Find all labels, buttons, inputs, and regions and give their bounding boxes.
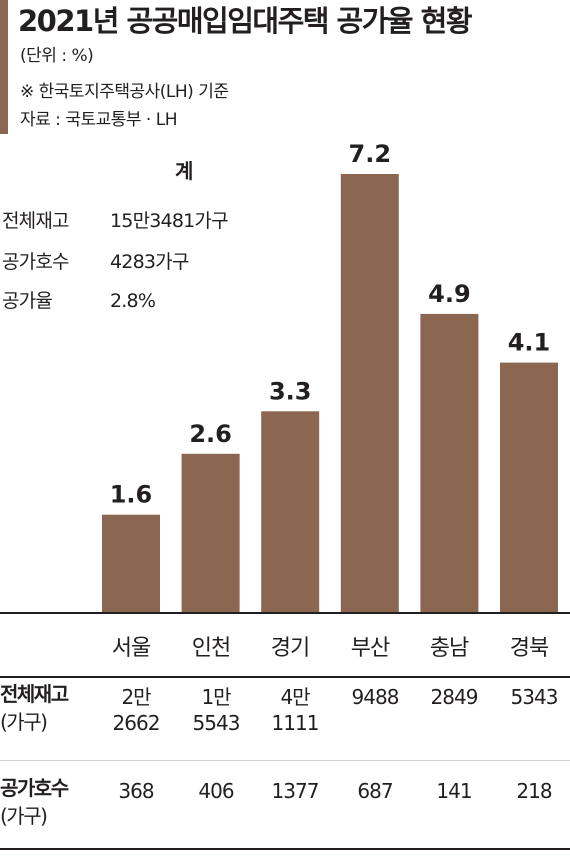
category-label: 충남 xyxy=(429,636,469,661)
table-row-label-stock: 전체재고 (가구) xyxy=(0,680,69,736)
bar-value-label: 7.2 xyxy=(349,140,392,168)
bar-chart: 1.6 2.6 3.3 7.2 4.9 4.1 xyxy=(102,140,558,612)
table-cell: 4만 1111 xyxy=(271,685,320,735)
category-label: 인천 xyxy=(191,636,231,661)
summary-value: 4283가구 xyxy=(110,251,189,273)
bar-value-label: 4.1 xyxy=(508,329,551,357)
summary-row-vacant: 공가호수 4283가구 xyxy=(2,249,189,275)
bar-인천 xyxy=(181,453,240,612)
bar-value-label: 1.6 xyxy=(110,481,153,509)
summary-label: 전체재고 xyxy=(2,210,70,232)
table-cell: 141 xyxy=(436,779,472,803)
bar-충남 xyxy=(420,313,479,612)
table-cell: 1377 xyxy=(271,779,320,803)
summary-value: 2.8% xyxy=(110,290,156,312)
bar-value-label: 4.9 xyxy=(428,280,471,308)
row-label-main: 전체재고 xyxy=(0,682,69,706)
table-row-label-vacant: 공가호수 (가구) xyxy=(0,774,69,830)
table-cell: 406 xyxy=(198,779,234,803)
summary-label: 공가호수 xyxy=(2,251,70,273)
table-top-rule xyxy=(0,676,570,678)
unit-note: (단위 : %) xyxy=(20,46,94,66)
bar-value-label: 2.6 xyxy=(189,420,232,448)
chart-baseline xyxy=(0,612,570,614)
summary-label: 공가율 xyxy=(2,290,53,312)
summary-row-stock: 전체재고 15만3481가구 xyxy=(2,208,229,234)
category-label: 경기 xyxy=(270,636,310,661)
bar-value-label: 3.3 xyxy=(269,377,312,405)
table-cell: 2849 xyxy=(430,685,479,709)
summary-heading: 계 xyxy=(175,159,194,183)
category-label: 부산 xyxy=(350,636,390,661)
summary-row-rate: 공가율 2.8% xyxy=(2,288,156,314)
row-label-sub: (가구) xyxy=(0,804,48,828)
row-label-main: 공가호수 xyxy=(0,776,69,800)
summary-value: 15만3481가구 xyxy=(110,210,229,232)
table-cell: 218 xyxy=(516,779,552,803)
basis-note: ※ 한국토지주택공사(LH) 기준 xyxy=(20,82,229,102)
bar-부산 xyxy=(340,174,399,612)
table-cell: 368 xyxy=(118,779,154,803)
category-label: 경북 xyxy=(509,636,549,661)
bar-서울 xyxy=(102,514,160,612)
table-cell: 9488 xyxy=(351,685,400,709)
table-row-divider xyxy=(0,760,570,761)
source-note: 자료 : 국토교통부 · LH xyxy=(20,110,177,130)
table-cell: 2만 2662 xyxy=(112,685,161,735)
table-cell: 1만 5543 xyxy=(192,685,241,735)
table-bottom-rule xyxy=(0,848,570,850)
table-cell: 687 xyxy=(357,779,393,803)
table-cell: 5343 xyxy=(510,685,559,709)
row-label-sub: (가구) xyxy=(0,710,48,734)
bar-경기 xyxy=(261,411,320,612)
bar-경북 xyxy=(500,362,558,612)
header-accent-bar xyxy=(0,0,8,134)
chart-title: 2021년 공공매입임대주택 공가율 현황 xyxy=(18,4,473,38)
category-label: 서울 xyxy=(111,636,151,661)
